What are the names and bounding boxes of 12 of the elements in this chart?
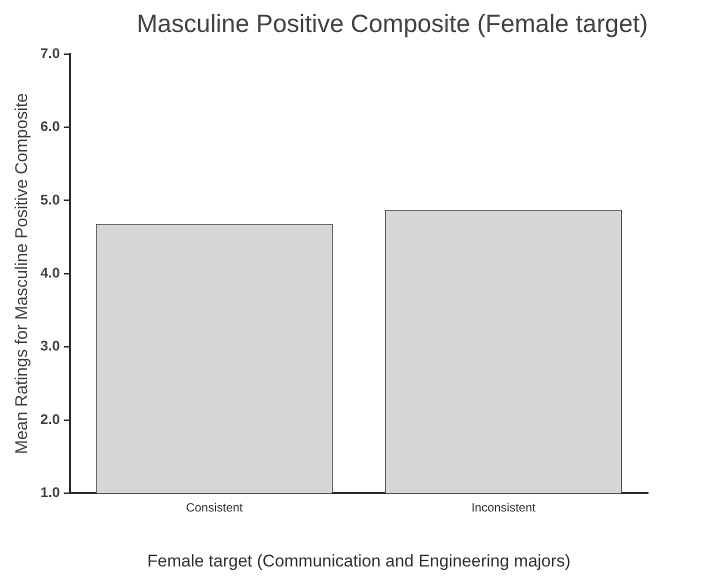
- y-tick-label: 2.0: [40, 410, 60, 427]
- y-tick-label: 3.0: [40, 338, 60, 354]
- y-tick-label: 5.0: [40, 191, 60, 208]
- y-tick-label: 4.0: [40, 264, 60, 280]
- y-tick-label: 1.0: [40, 484, 60, 500]
- y-tick-label: 6.0: [40, 118, 60, 134]
- x-tick-label: Inconsistent: [471, 500, 536, 515]
- x-tick-label: Consistent: [186, 500, 244, 515]
- x-axis-title: Female target (Communication and Engineering majors): [147, 551, 571, 570]
- y-tick-label: 7.0: [40, 44, 60, 61]
- chart-title: Masculine Positive Composite (Female target): [136, 10, 648, 38]
- y-axis-title: Mean Ratings for Masculine Positive Composite: [12, 93, 31, 454]
